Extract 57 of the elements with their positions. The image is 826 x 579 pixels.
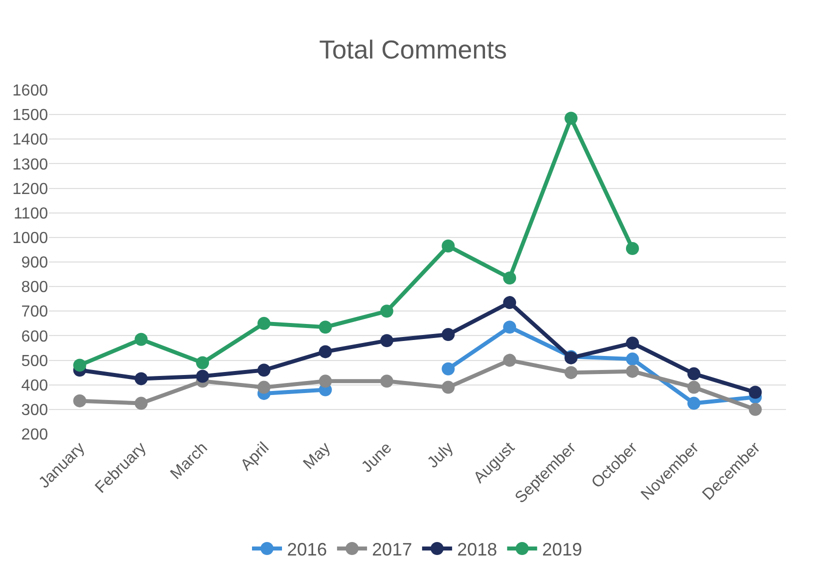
legend-label: 2016 [287, 540, 328, 560]
point [687, 396, 700, 410]
point [503, 354, 516, 367]
y-tick-label: 300 [21, 402, 48, 420]
point [442, 328, 455, 341]
point [442, 380, 455, 394]
point [503, 296, 516, 310]
y-tick-label: 400 [21, 377, 48, 394]
legend-label: 2019 [542, 540, 582, 560]
y-tick-label: 1000 [12, 230, 48, 248]
point [134, 396, 148, 410]
point [626, 352, 639, 366]
point [442, 362, 455, 376]
point [503, 320, 516, 334]
point [73, 394, 86, 408]
point [503, 271, 516, 284]
y-tick-label: 1600 [12, 82, 48, 100]
point [380, 304, 394, 318]
y-tick-label: 500 [21, 352, 48, 370]
point [257, 316, 270, 330]
point [318, 345, 332, 358]
point [318, 374, 332, 388]
point [626, 364, 639, 378]
y-tick-label: 800 [21, 279, 48, 296]
y-tick-label: 200 [21, 426, 48, 444]
point [257, 364, 270, 377]
x-tick-label: July [424, 439, 457, 472]
point [687, 380, 700, 394]
y-tick-label: 1400 [12, 132, 48, 149]
point [257, 380, 270, 394]
y-tick-label: 600 [21, 328, 48, 346]
point [134, 332, 148, 346]
x-tick-label: May [300, 439, 334, 473]
y-tick-label: 700 [21, 304, 48, 321]
legend-label: 2017 [372, 540, 412, 560]
point [73, 358, 86, 372]
point [442, 240, 455, 253]
y-tick-label: 1200 [12, 180, 48, 198]
point [687, 367, 700, 380]
point [626, 336, 639, 350]
legend-label: 2018 [457, 540, 498, 560]
point [748, 402, 762, 416]
point [564, 366, 578, 380]
point [196, 370, 210, 383]
y-tick-label: 1500 [12, 107, 48, 124]
point [134, 372, 148, 386]
point [318, 320, 332, 334]
point [564, 112, 578, 125]
point [196, 356, 210, 370]
point [748, 386, 762, 399]
point [380, 334, 394, 348]
y-tick-label: 1100 [14, 205, 48, 222]
y-tick-label: 900 [21, 254, 48, 272]
chart-title: Total Comments [319, 34, 507, 65]
point [626, 242, 639, 255]
y-tick-label: 1300 [12, 156, 48, 174]
point [380, 374, 394, 388]
